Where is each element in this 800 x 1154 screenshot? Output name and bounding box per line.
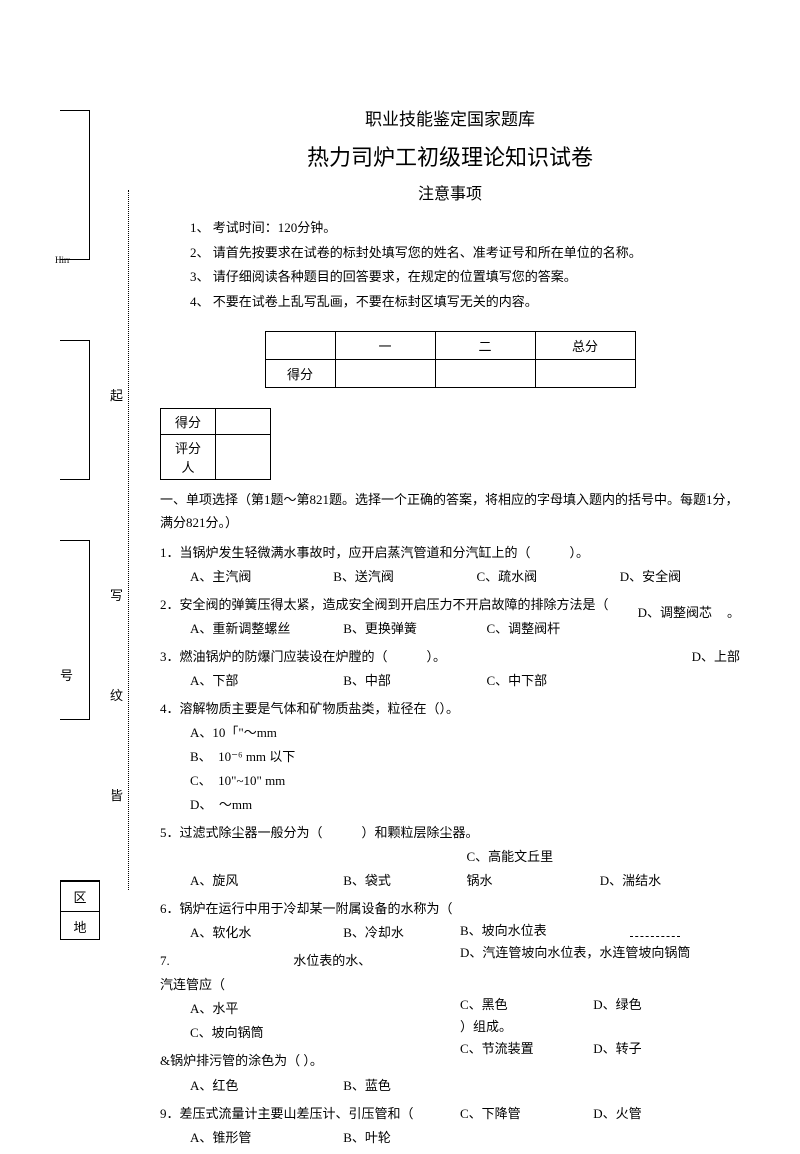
q4-text: 4．溶解物质主要是气体和矿物质盐类，粒径在（）。 bbox=[160, 697, 740, 721]
instruction-3: 3、 请仔细阅读各种题目的回答要求，在规定的位置填写您的答案。 bbox=[190, 265, 740, 290]
q2-opt-c: C、调整阀杆 bbox=[487, 617, 561, 641]
grader-name-cell bbox=[216, 434, 271, 479]
exam-page: Hirr 区 地 起 写 号 纹 皆 职业技能鉴定国家题库 热力司炉工初级理论知… bbox=[0, 0, 800, 1132]
question-1: 1．当锅炉发生轻微满水事故时，应开启蒸汽管道和分汽缸上的（ ）。 A、主汽阀 B… bbox=[160, 541, 740, 589]
q5-opt-d: D、湍结水 bbox=[600, 869, 661, 893]
question-7: 7. 水位表的水、 汽连管应（ A、水平 C、坡向锅筒 C、黑色 D、绿色 ）组… bbox=[160, 949, 740, 1045]
q4-opt-d: D、 ～mm bbox=[190, 793, 740, 817]
q6-dash bbox=[630, 923, 680, 937]
q6-opt-b2: B、坡向水位表 bbox=[460, 919, 547, 943]
q8-opt-b: B、蓝色 bbox=[343, 1074, 391, 1098]
q1-opt-d: D、安全阀 bbox=[620, 565, 681, 589]
q4-opt-a: A、10「"～mm bbox=[190, 721, 740, 745]
score-col-2: 二 bbox=[435, 331, 535, 359]
q4-opt-c: C、 10"~10" mm bbox=[190, 769, 740, 793]
grader-name-label: 评分人 bbox=[161, 434, 216, 479]
q5-opt-a: A、旋风 bbox=[190, 869, 320, 893]
grader-score-cell bbox=[216, 408, 271, 434]
margin-box-3 bbox=[60, 540, 90, 720]
margin-hao: 号 bbox=[60, 665, 73, 684]
q1-text: 1．当锅炉发生轻微满水事故时，应开启蒸汽管道和分汽缸上的（ ）。 bbox=[160, 541, 740, 565]
q3-opt-b: B、中部 bbox=[343, 669, 463, 693]
q7-text2: 水位表的水、 bbox=[293, 953, 371, 968]
q7-dd2: D、转子 bbox=[593, 1041, 641, 1056]
q5-opt-b: B、袋式 bbox=[343, 869, 443, 893]
instruction-1: 1、 考试时间：120分钟。 bbox=[190, 216, 740, 241]
q1-opt-a: A、主汽阀 bbox=[190, 565, 310, 589]
q7-dd: D、绿色 bbox=[593, 997, 641, 1012]
margin-xie: 写 bbox=[110, 585, 123, 604]
title-line-1: 职业技能鉴定国家题库 bbox=[160, 105, 740, 130]
margin-box-4: 区 地 bbox=[60, 880, 100, 940]
q7-cc: C、黑色 bbox=[460, 993, 590, 1017]
grader-table: 得分 评分人 bbox=[160, 408, 271, 480]
margin-box-2 bbox=[60, 340, 90, 480]
question-9: 9．差压式流量计主要山差压计、引压管和（ A、锥形管 B、叶轮 C、下降管 D、… bbox=[160, 1102, 740, 1150]
instructions-block: 1、 考试时间：120分钟。 2、 请首先按要求在试卷的标封处填写您的姓名、准考… bbox=[190, 216, 740, 315]
q4-opt-b: B、 10⁻⁶ mm 以下 bbox=[190, 745, 740, 769]
question-3: 3．燃油锅炉的防爆门应装设在炉膛的（ ）。 A、下部 B、中部 C、中下部 D、… bbox=[160, 645, 740, 693]
margin-qu: 区 bbox=[61, 881, 99, 911]
q1-opt-c: C、疏水阀 bbox=[477, 565, 597, 589]
score-col-3: 总分 bbox=[535, 331, 635, 359]
q7-num: 7. bbox=[160, 949, 290, 973]
score-cell-3 bbox=[535, 359, 635, 387]
q9-opt-d: D、火管 bbox=[593, 1106, 641, 1121]
margin-di: 地 bbox=[61, 911, 99, 941]
q6-opt-a: A、软化水 bbox=[190, 921, 320, 945]
margin-qi: 起 bbox=[110, 385, 123, 404]
margin-box-1 bbox=[60, 110, 90, 260]
q1-opt-b: B、送汽阀 bbox=[333, 565, 453, 589]
question-2: 2．安全阀的弹簧压得太紧，造成安全阀到开启压力不开启故障的排除方法是（ A、重新… bbox=[160, 593, 740, 641]
instruction-2: 2、 请首先按要求在试卷的标封处填写您的姓名、准考证号和所在单位的名称。 bbox=[190, 241, 740, 266]
dotted-binding-line bbox=[128, 190, 129, 890]
q8-opt-a: A、红色 bbox=[190, 1074, 320, 1098]
margin-wen: 纹 bbox=[110, 685, 123, 704]
question-6: 6．锅炉在运行中用于冷却某一附属设备的水称为（ B、坡向水位表 A、软化水 B、… bbox=[160, 897, 740, 945]
q2-opt-b: B、更换弹簧 bbox=[343, 617, 463, 641]
score-table: 一 二 总分 得分 bbox=[265, 331, 636, 388]
q7-cc2: C、节流装置 bbox=[460, 1037, 590, 1061]
question-4: 4．溶解物质主要是气体和矿物质盐类，粒径在（）。 A、10「"～mm B、 10… bbox=[160, 697, 740, 817]
margin-jie: 皆 bbox=[110, 785, 123, 804]
q9-opt-b: B、叶轮 bbox=[343, 1126, 391, 1150]
score-cell-2 bbox=[435, 359, 535, 387]
q3-opt-c: C、中下部 bbox=[487, 669, 548, 693]
section-1-head: 一、单项选择（第1题～第821题。选择一个正确的答案，将相应的字母填入题内的括号… bbox=[160, 488, 740, 535]
title-line-2: 热力司炉工初级理论知识试卷 bbox=[160, 140, 740, 172]
q9-opt-a: A、锥形管 bbox=[190, 1126, 320, 1150]
q5-opt-c: C、高能文丘里 锅水 bbox=[467, 845, 577, 893]
question-5: 5．过滤式除尘器一般分为（ ）和颗粒层除尘器。 A、旋风 B、袋式 C、高能文丘… bbox=[160, 821, 740, 893]
question-8: &锅炉排污管的涂色为（ ）。 A、红色 B、蓝色 bbox=[160, 1049, 740, 1097]
instruction-4: 4、 不要在试卷上乱写乱画，不要在标封区填写无关的内容。 bbox=[190, 290, 740, 315]
q7-text3: 汽连管应（ bbox=[160, 973, 740, 997]
q7-paren: ）组成。 bbox=[460, 1015, 512, 1039]
main-content: 职业技能鉴定国家题库 热力司炉工初级理论知识试卷 注意事项 1、 考试时间：12… bbox=[160, 105, 740, 1154]
grader-score-label: 得分 bbox=[161, 408, 216, 434]
title-line-3: 注意事项 bbox=[160, 180, 740, 204]
score-col-1: 一 bbox=[335, 331, 435, 359]
q8-text: &锅炉排污管的涂色为（ ）。 bbox=[160, 1049, 740, 1073]
score-cell-1 bbox=[335, 359, 435, 387]
q6-opt-b: B、冷却水 bbox=[343, 921, 443, 945]
q3-opt-a: A、下部 bbox=[190, 669, 320, 693]
q2-opt-a: A、重新调整螺丝 bbox=[190, 617, 320, 641]
score-table-empty bbox=[265, 331, 335, 359]
score-row-label: 得分 bbox=[265, 359, 335, 387]
q9-text: 9．差压式流量计主要山差压计、引压管和（ bbox=[160, 1102, 740, 1126]
q9-opt-c: C、下降管 bbox=[460, 1102, 590, 1126]
q5-text: 5．过滤式除尘器一般分为（ ）和颗粒层除尘器。 bbox=[160, 821, 740, 845]
q2-opt-d: D、调整阀芯。 bbox=[638, 601, 740, 625]
q3-text: 3．燃油锅炉的防爆门应装设在炉膛的（ ）。 bbox=[160, 645, 740, 669]
q3-opt-d: D、上部 bbox=[692, 645, 740, 669]
